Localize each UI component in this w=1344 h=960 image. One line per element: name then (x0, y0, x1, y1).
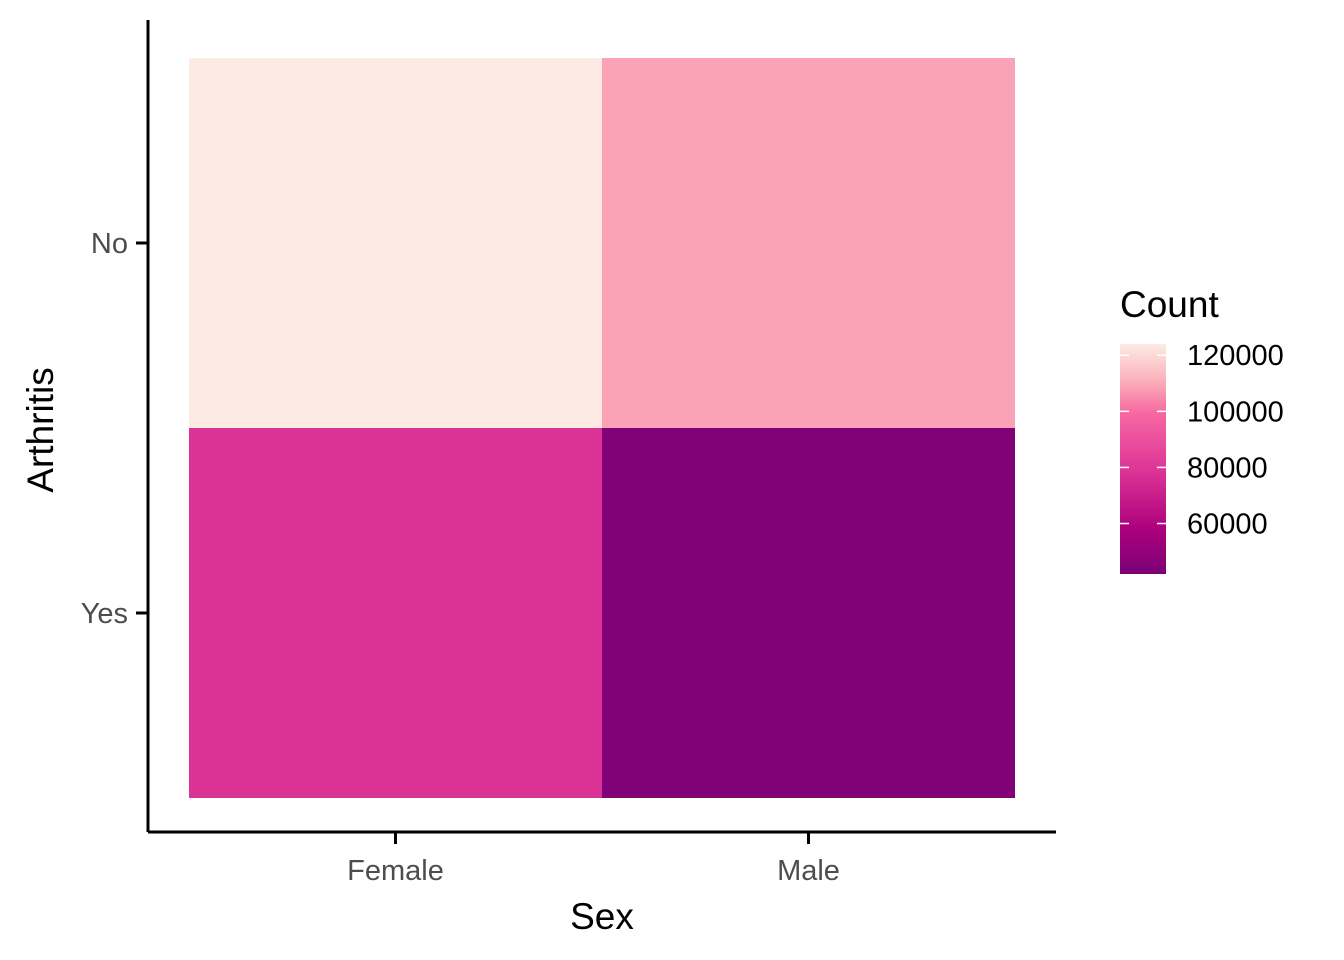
legend-tick-label: 100000 (1187, 396, 1284, 428)
y-axis-ticks: No Yes (81, 228, 148, 630)
legend-title: Count (1120, 284, 1219, 325)
legend: Count 120000 100000 80000 60000 (1120, 284, 1284, 574)
legend-ticks: 120000 100000 80000 60000 (1120, 340, 1284, 541)
heatmap-cell-female-yes (189, 428, 602, 798)
legend-tick-label: 80000 (1187, 452, 1268, 484)
legend-colorbar (1120, 344, 1166, 574)
y-tick-label: No (91, 228, 128, 260)
x-axis-ticks: Female Male (347, 832, 840, 887)
heatmap-cell-female-no (189, 58, 602, 428)
heatmap-cells (189, 58, 1015, 798)
legend-tick-label: 60000 (1187, 509, 1268, 541)
y-tick-label: Yes (81, 598, 128, 630)
heatmap-cell-male-no (602, 58, 1015, 428)
x-axis-title: Sex (570, 896, 634, 937)
x-tick-label: Male (777, 855, 840, 887)
heatmap-cell-male-yes (602, 428, 1015, 798)
x-tick-label: Female (347, 855, 444, 887)
legend-tick-label: 120000 (1187, 340, 1284, 372)
y-axis-title: Arthritis (20, 367, 61, 492)
